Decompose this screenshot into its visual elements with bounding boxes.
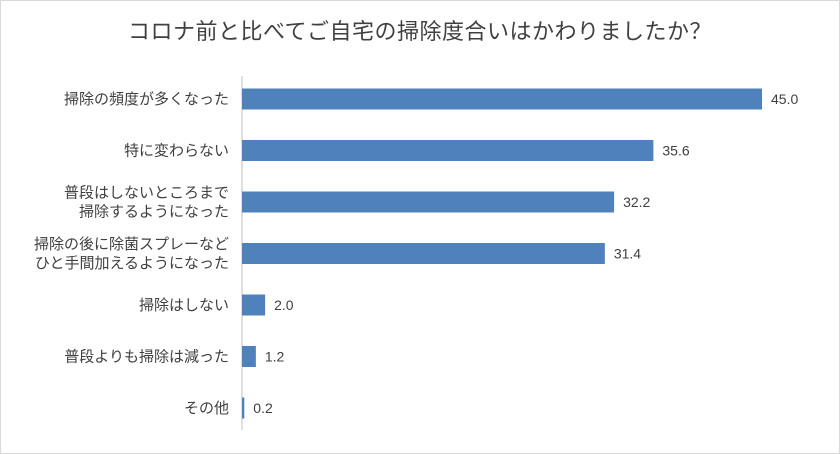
data-label: 32.2 <box>623 194 650 210</box>
data-label: 45.0 <box>771 91 798 107</box>
bar <box>242 294 266 316</box>
data-label: 1.2 <box>265 349 285 365</box>
data-label: 0.2 <box>253 400 273 416</box>
category-label: 掃除の後に除菌スプレーなど <box>34 235 229 253</box>
chart-title: コロナ前と比べてご自宅の掃除度合いはかわりましたか？ <box>127 20 713 45</box>
bar <box>242 397 245 419</box>
bar <box>242 243 605 264</box>
category-label: 掃除するようになった <box>79 203 229 221</box>
data-label: 35.6 <box>662 143 689 159</box>
data-label: 2.0 <box>274 297 294 313</box>
category-label: その他 <box>184 399 229 417</box>
category-label: ひと手間加えるようになった <box>35 254 229 272</box>
data-label: 31.4 <box>614 246 641 262</box>
category-label: 掃除の頻度が多くなった <box>64 90 229 108</box>
category-label: 掃除はしない <box>139 296 229 314</box>
bar <box>242 346 256 367</box>
bar <box>242 191 615 213</box>
category-label: 普段はしないところまで <box>64 184 229 202</box>
category-label: 特に変わらない <box>124 142 229 160</box>
category-label: 普段よりも掃除は減った <box>64 348 229 366</box>
bar <box>242 88 762 110</box>
bar <box>242 140 654 161</box>
